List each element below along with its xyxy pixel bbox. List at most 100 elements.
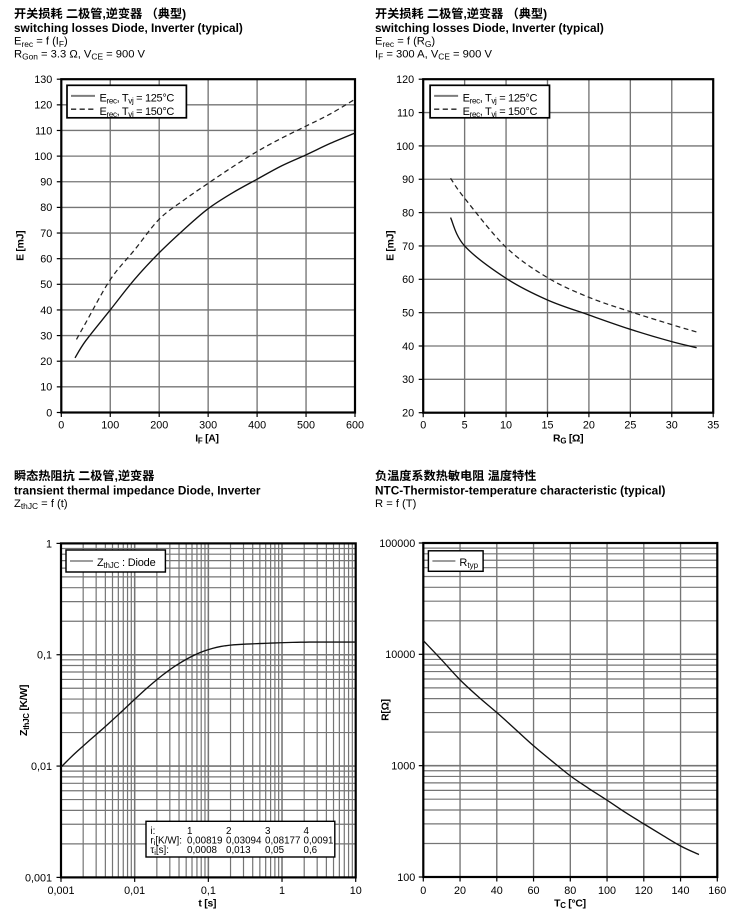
svg-text:1: 1 — [279, 885, 285, 897]
svg-text:0,6: 0,6 — [304, 845, 318, 856]
svg-text:IF [A]: IF [A] — [195, 434, 219, 446]
svg-text:0,013: 0,013 — [226, 845, 251, 856]
svg-text:120: 120 — [635, 885, 653, 897]
svg-text:t [s]: t [s] — [198, 898, 216, 909]
svg-text:60: 60 — [402, 274, 414, 286]
svg-text:15: 15 — [541, 420, 553, 432]
svg-text:0,08177: 0,08177 — [265, 835, 300, 846]
svg-text:70: 70 — [40, 228, 52, 240]
svg-text:τi[s]:: τi[s]: — [150, 845, 169, 857]
svg-text:Erec, Tvj = 125°C: Erec, Tvj = 125°C — [100, 93, 175, 106]
svg-text:0,01: 0,01 — [31, 761, 52, 773]
svg-text:4: 4 — [304, 826, 310, 837]
svg-text:50: 50 — [40, 279, 52, 291]
svg-text:5: 5 — [462, 420, 468, 432]
svg-text:35: 35 — [707, 420, 719, 432]
svg-text:300: 300 — [199, 420, 217, 432]
svg-text:switching losses Diode, Invert: switching losses Diode, Inverter (typica… — [375, 21, 604, 35]
svg-text:100: 100 — [396, 141, 414, 153]
svg-text:40: 40 — [40, 305, 52, 317]
svg-text:120: 120 — [396, 74, 414, 86]
svg-text:RG [Ω]: RG [Ω] — [553, 434, 583, 446]
svg-text:Erec = f (IF): Erec = f (IF) — [14, 36, 68, 49]
svg-text:200: 200 — [150, 420, 168, 432]
svg-text:Erec, Tvj = 125°C: Erec, Tvj = 125°C — [463, 93, 538, 106]
svg-text:10000: 10000 — [385, 649, 415, 661]
svg-text:40: 40 — [491, 885, 503, 897]
svg-text:30: 30 — [402, 374, 414, 386]
svg-text:30: 30 — [666, 420, 678, 432]
svg-text:0: 0 — [46, 407, 52, 419]
svg-text:Erec, Tvj = 150°C: Erec, Tvj = 150°C — [463, 106, 538, 119]
svg-text:0: 0 — [58, 420, 64, 432]
svg-text:60: 60 — [40, 254, 52, 266]
svg-text:500: 500 — [297, 420, 315, 432]
svg-text:25: 25 — [624, 420, 636, 432]
svg-text:140: 140 — [672, 885, 690, 897]
svg-text:transient thermal impedance Di: transient thermal impedance Diode, Inver… — [14, 483, 261, 497]
svg-text:ZthJC [K/W]: ZthJC [K/W] — [19, 685, 31, 736]
svg-text:2: 2 — [226, 826, 231, 837]
svg-text:130: 130 — [34, 74, 52, 86]
svg-text:20: 20 — [40, 356, 52, 368]
svg-text:TC [°C]: TC [°C] — [554, 898, 586, 910]
svg-text:Erec = f (RG): Erec = f (RG) — [375, 36, 435, 49]
svg-text:600: 600 — [346, 420, 364, 432]
svg-text:0,1: 0,1 — [201, 885, 216, 897]
svg-text:ri[K/W]:: ri[K/W]: — [150, 835, 182, 847]
svg-text:10: 10 — [500, 420, 512, 432]
svg-text:160: 160 — [708, 885, 726, 897]
svg-text:R[Ω]: R[Ω] — [381, 699, 392, 721]
svg-text:90: 90 — [402, 174, 414, 186]
svg-text:80: 80 — [402, 207, 414, 219]
svg-text:50: 50 — [402, 308, 414, 320]
svg-text:0: 0 — [420, 885, 426, 897]
svg-text:E [mJ]: E [mJ] — [15, 231, 26, 261]
svg-text:80: 80 — [564, 885, 576, 897]
svg-text:10: 10 — [40, 382, 52, 394]
svg-text:switching losses Diode, Invert: switching losses Diode, Inverter (typica… — [14, 21, 243, 35]
svg-text:110: 110 — [35, 125, 52, 137]
svg-text:120: 120 — [34, 100, 52, 112]
svg-text:Rtyp: Rtyp — [459, 557, 478, 570]
svg-text:90: 90 — [40, 177, 52, 189]
svg-text:30: 30 — [40, 330, 52, 342]
svg-text:100: 100 — [598, 885, 616, 897]
svg-text:0,03094: 0,03094 — [226, 835, 262, 846]
svg-text:60: 60 — [528, 885, 540, 897]
svg-text:0,05: 0,05 — [265, 845, 285, 856]
svg-text:1000: 1000 — [391, 761, 415, 773]
svg-text:i:: i: — [150, 826, 155, 837]
svg-text:10: 10 — [350, 885, 362, 897]
svg-text:110: 110 — [397, 107, 414, 119]
svg-text:NTC-Thermistor-temperature cha: NTC-Thermistor-temperature characteristi… — [375, 483, 665, 497]
svg-text:0,01: 0,01 — [124, 885, 145, 897]
svg-text:R = f (T): R = f (T) — [375, 498, 417, 510]
svg-text:400: 400 — [248, 420, 266, 432]
svg-text:IF = 300 A, VCE = 900 V: IF = 300 A, VCE = 900 V — [375, 48, 492, 61]
svg-text:40: 40 — [402, 341, 414, 353]
svg-text:0,001: 0,001 — [25, 872, 52, 884]
svg-text:3: 3 — [265, 826, 271, 837]
svg-text:0: 0 — [420, 420, 426, 432]
svg-text:0,0091: 0,0091 — [304, 835, 334, 846]
svg-text:0,00819: 0,00819 — [187, 835, 222, 846]
svg-text:100: 100 — [34, 151, 52, 163]
svg-text:100000: 100000 — [379, 538, 415, 550]
svg-text:0,0008: 0,0008 — [187, 845, 218, 856]
svg-text:100: 100 — [397, 872, 415, 884]
svg-text:70: 70 — [402, 241, 414, 253]
svg-text:100: 100 — [101, 420, 119, 432]
svg-text:80: 80 — [40, 202, 52, 214]
svg-text:20: 20 — [402, 408, 414, 420]
svg-text:0,001: 0,001 — [47, 885, 74, 897]
svg-text:Erec, Tvj = 150°C: Erec, Tvj = 150°C — [100, 106, 175, 119]
svg-text:1: 1 — [46, 538, 52, 550]
svg-text:0,1: 0,1 — [37, 650, 52, 662]
svg-text:RGon = 3.3 Ω, VCE = 900 V: RGon = 3.3 Ω, VCE = 900 V — [14, 48, 146, 61]
svg-text:20: 20 — [454, 885, 466, 897]
svg-text:1: 1 — [187, 826, 192, 837]
svg-text:E [mJ]: E [mJ] — [386, 231, 397, 261]
svg-text:20: 20 — [583, 420, 595, 432]
svg-text:ZthJC = f (t): ZthJC = f (t) — [14, 498, 68, 511]
